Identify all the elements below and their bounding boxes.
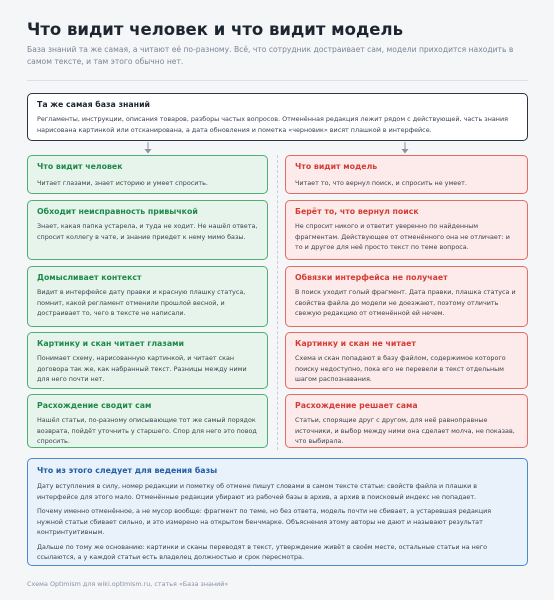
subtitle: База знаний та же самая, а читают её по-… — [27, 45, 514, 66]
conclusion-box: Что из этого следует для ведения базы Да… — [27, 458, 528, 566]
card: Обвязки интерфейса не получает В поиск ух… — [285, 266, 528, 327]
card-text: Нашёл статьи, по-разному описывающие тот… — [37, 416, 257, 445]
card-text: Схема и скан попадают в базу файлом, сод… — [295, 354, 506, 383]
card-title: Берёт то, что вернул поиск — [295, 207, 419, 216]
conclusion-body: Дату вступления в силу, номер редакции и… — [37, 481, 518, 563]
arrow — [144, 142, 152, 154]
source-title: Та же самая база знаний — [37, 100, 150, 109]
source-text: Регламенты, инструкции, описания товаров… — [37, 115, 508, 134]
card: Расхождение сводит сам Нашёл статьи, по-р… — [27, 394, 268, 448]
card-text: Статьи, спорящие друг с другом, для неё … — [295, 416, 515, 445]
card-title: Расхождение сводит сам — [37, 401, 152, 410]
card: Картинку и скан читает глазами Понимает с… — [27, 332, 268, 389]
card-text: Знает, какая папка устарела, и туда не х… — [37, 222, 258, 241]
footer: Схема Optimism для wiki.optimism.ru, ста… — [27, 580, 229, 588]
card-title: Обвязки интерфейса не получает — [295, 273, 448, 282]
card: Что видит человек Читает глазами, знает и… — [27, 155, 268, 194]
card: Расхождение решает сама Статьи, спорящие … — [285, 394, 528, 448]
card-title: Что видит модель — [295, 162, 378, 171]
conclusion-paragraph: Почему именно отменённое, а не мусор воо… — [37, 507, 492, 536]
card-title: Расхождение решает сама — [295, 401, 418, 410]
source-box: Та же самая база знаний Регламенты, инст… — [27, 93, 528, 141]
card-title: Картинку и скан не читает — [295, 339, 416, 348]
card-title: Домысливает контекст — [37, 273, 142, 282]
card: Что видит модель Читает то, что вернул по… — [285, 155, 528, 194]
card: Домысливает контекст Видит в интерфейсе д… — [27, 266, 268, 327]
card: Обходит неисправность привычкой Знает, ка… — [27, 200, 268, 260]
card: Берёт то, что вернул поиск Не спросит ник… — [285, 200, 528, 260]
card-text: Читает то, что вернул поиск, и спросить … — [295, 179, 467, 187]
card-text: Видит в интерфейсе дату правки и красную… — [37, 288, 246, 317]
card-title: Картинку и скан читает глазами — [37, 339, 184, 348]
card-text: Читает глазами, знает историю и умеет сп… — [37, 179, 208, 187]
divider — [277, 155, 278, 450]
card-text: Понимает схему, нарисованную картинкой, … — [37, 354, 247, 383]
conclusion-paragraph: Дату вступления в силу, номер редакции и… — [37, 482, 478, 501]
conclusion-paragraph: Дальше по тому же основанию: картинки и … — [37, 542, 488, 562]
card-text: Не спросит никого и ответит уверенно по … — [295, 222, 510, 251]
conclusion-title: Что из этого следует для ведения базы — [37, 466, 218, 475]
arrow — [401, 142, 409, 154]
card-title: Обходит неисправность привычкой — [37, 207, 198, 216]
card: Картинку и скан не читает Схема и скан по… — [285, 332, 528, 389]
card-title: Что видит человек — [37, 162, 123, 171]
title: Что видит человек и что видит модель — [27, 20, 404, 39]
card-text: В поиск уходит голый фрагмент. Дата прав… — [295, 288, 516, 317]
separator — [27, 80, 528, 81]
